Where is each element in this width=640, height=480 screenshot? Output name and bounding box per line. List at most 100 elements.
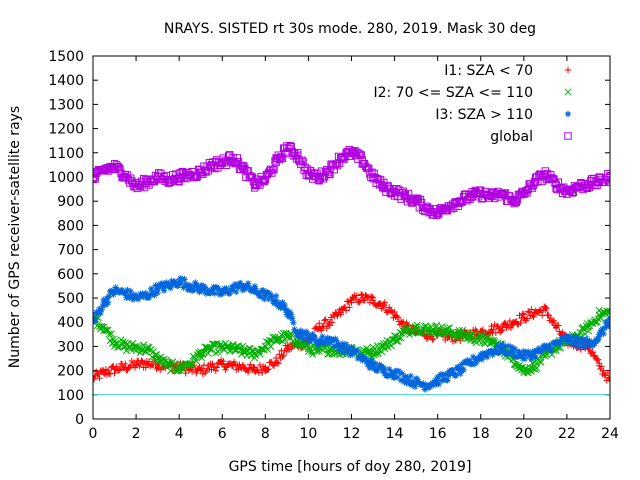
data-point [517,319,524,327]
x-tick-label: 12 [343,426,361,442]
data-point [492,329,500,337]
data-point [431,378,438,386]
data-point [438,323,446,331]
x-axis-label: GPS time [hours of doy 280, 2019] [229,459,472,475]
data-point [111,366,118,373]
data-point [413,321,421,329]
data-point [93,374,97,382]
data-point [520,352,528,360]
data-point [584,323,593,331]
data-point [519,310,526,317]
data-point [154,285,161,292]
data-point [482,351,490,358]
data-point [357,352,365,359]
data-point [594,336,602,344]
data-point [477,352,484,360]
data-point [531,362,539,370]
data-point [491,349,498,356]
data-point [251,350,259,358]
data-point [326,170,334,179]
data-point [163,279,170,286]
data-point [240,166,248,174]
data-point [569,339,576,347]
data-point [434,377,441,384]
data-point [323,336,330,344]
data-point [220,357,227,365]
data-point [541,352,549,360]
data-point [550,317,558,324]
data-point [473,359,480,366]
data-point [293,151,302,159]
data-point [244,368,252,376]
data-point [501,349,508,357]
data-point [337,343,344,350]
data-point [502,343,509,350]
data-point [391,335,399,343]
data-point [531,350,538,357]
data-point [498,190,506,198]
data-point [283,345,291,353]
data-point [538,346,546,353]
data-point [458,361,465,368]
data-point [326,345,334,353]
data-point [244,167,252,175]
data-point [444,328,452,336]
data-point [523,315,531,322]
data-point [160,287,168,294]
data-point [315,347,323,355]
data-point [301,330,309,338]
data-point [401,192,410,201]
data-point [541,170,550,179]
data-point [208,287,215,294]
data-point [186,282,194,290]
data-point [582,342,589,349]
data-point [212,367,219,374]
data-point [390,187,399,196]
data-point [348,348,355,355]
data-point [326,166,334,174]
data-point [121,342,129,350]
data-point [460,366,467,374]
data-point [193,369,200,377]
data-point [395,334,403,342]
data-point [198,281,205,289]
data-point [295,332,302,340]
data-point [380,302,388,309]
data-point [261,342,269,350]
data-point [368,357,376,365]
data-point [105,330,113,338]
data-point [537,358,545,366]
data-point [110,163,119,172]
data-point [314,342,322,349]
data-point [391,374,398,381]
data-point [357,291,365,298]
data-point [538,312,546,319]
data-point [283,306,291,314]
data-point [580,343,588,351]
data-point [381,299,389,306]
data-point [164,175,173,184]
data-point [335,340,342,347]
data-point [186,359,194,367]
data-point [338,346,346,353]
data-point [122,363,129,371]
chart-title: NRAYS. SISTED rt 30s mode. 280, 2019. Ma… [164,21,536,37]
data-point [151,292,158,299]
data-point [573,182,582,191]
data-point [377,342,385,350]
data-point [199,287,207,295]
data-point [547,314,554,322]
data-point [322,316,329,323]
data-point [542,306,549,314]
legend-marker [564,66,572,74]
data-point [447,370,454,378]
data-point [262,363,269,371]
data-point [145,294,153,302]
data-point [239,286,246,294]
data-point [492,345,500,353]
data-point [415,328,423,337]
y-tick-label: 900 [57,194,84,210]
data-point [384,372,392,380]
data-point [99,302,106,310]
data-point [265,295,272,303]
